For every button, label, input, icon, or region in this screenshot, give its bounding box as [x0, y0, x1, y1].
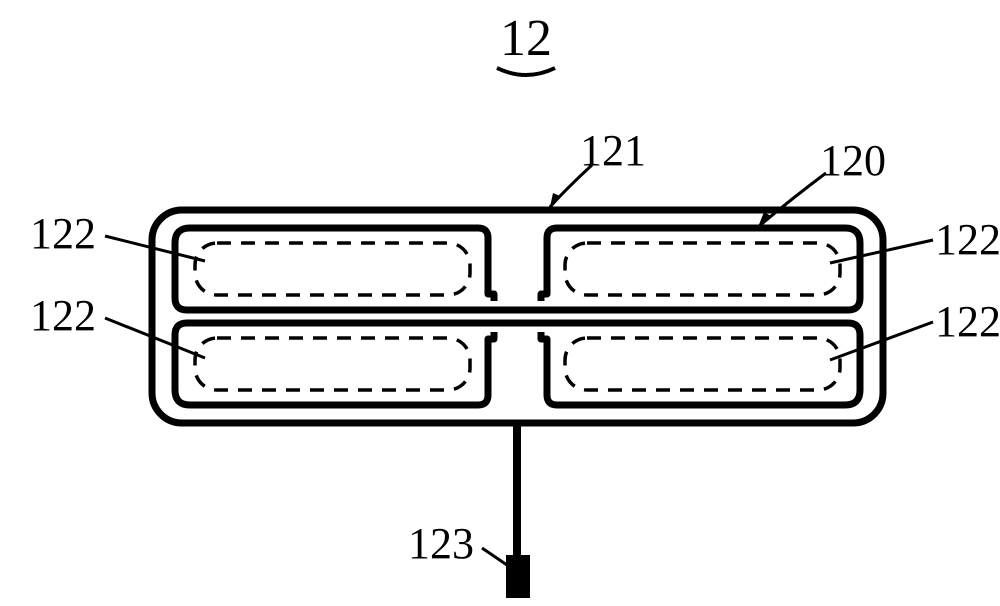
- label-121: 121: [580, 126, 646, 175]
- slot-bottom-left: [195, 338, 470, 390]
- slot-top-right: [565, 243, 840, 295]
- diagram-svg: 12 121: [0, 0, 1000, 606]
- label-122-br: 122: [935, 297, 1000, 346]
- outer-frame: [152, 210, 883, 423]
- label-120: 120: [820, 136, 886, 185]
- inner-channel: [175, 228, 860, 405]
- dashed-slots: [195, 243, 840, 390]
- label-122-bl: 122: [30, 291, 96, 340]
- port: [506, 555, 530, 598]
- label-122-tl: 122: [30, 209, 96, 258]
- slot-top-left: [195, 243, 470, 295]
- label-122-tr: 122: [935, 215, 1000, 264]
- fig-number: 12: [500, 10, 552, 67]
- label-123: 123: [408, 519, 474, 568]
- slot-bottom-right: [565, 338, 840, 390]
- fig-number-arc: [497, 68, 555, 75]
